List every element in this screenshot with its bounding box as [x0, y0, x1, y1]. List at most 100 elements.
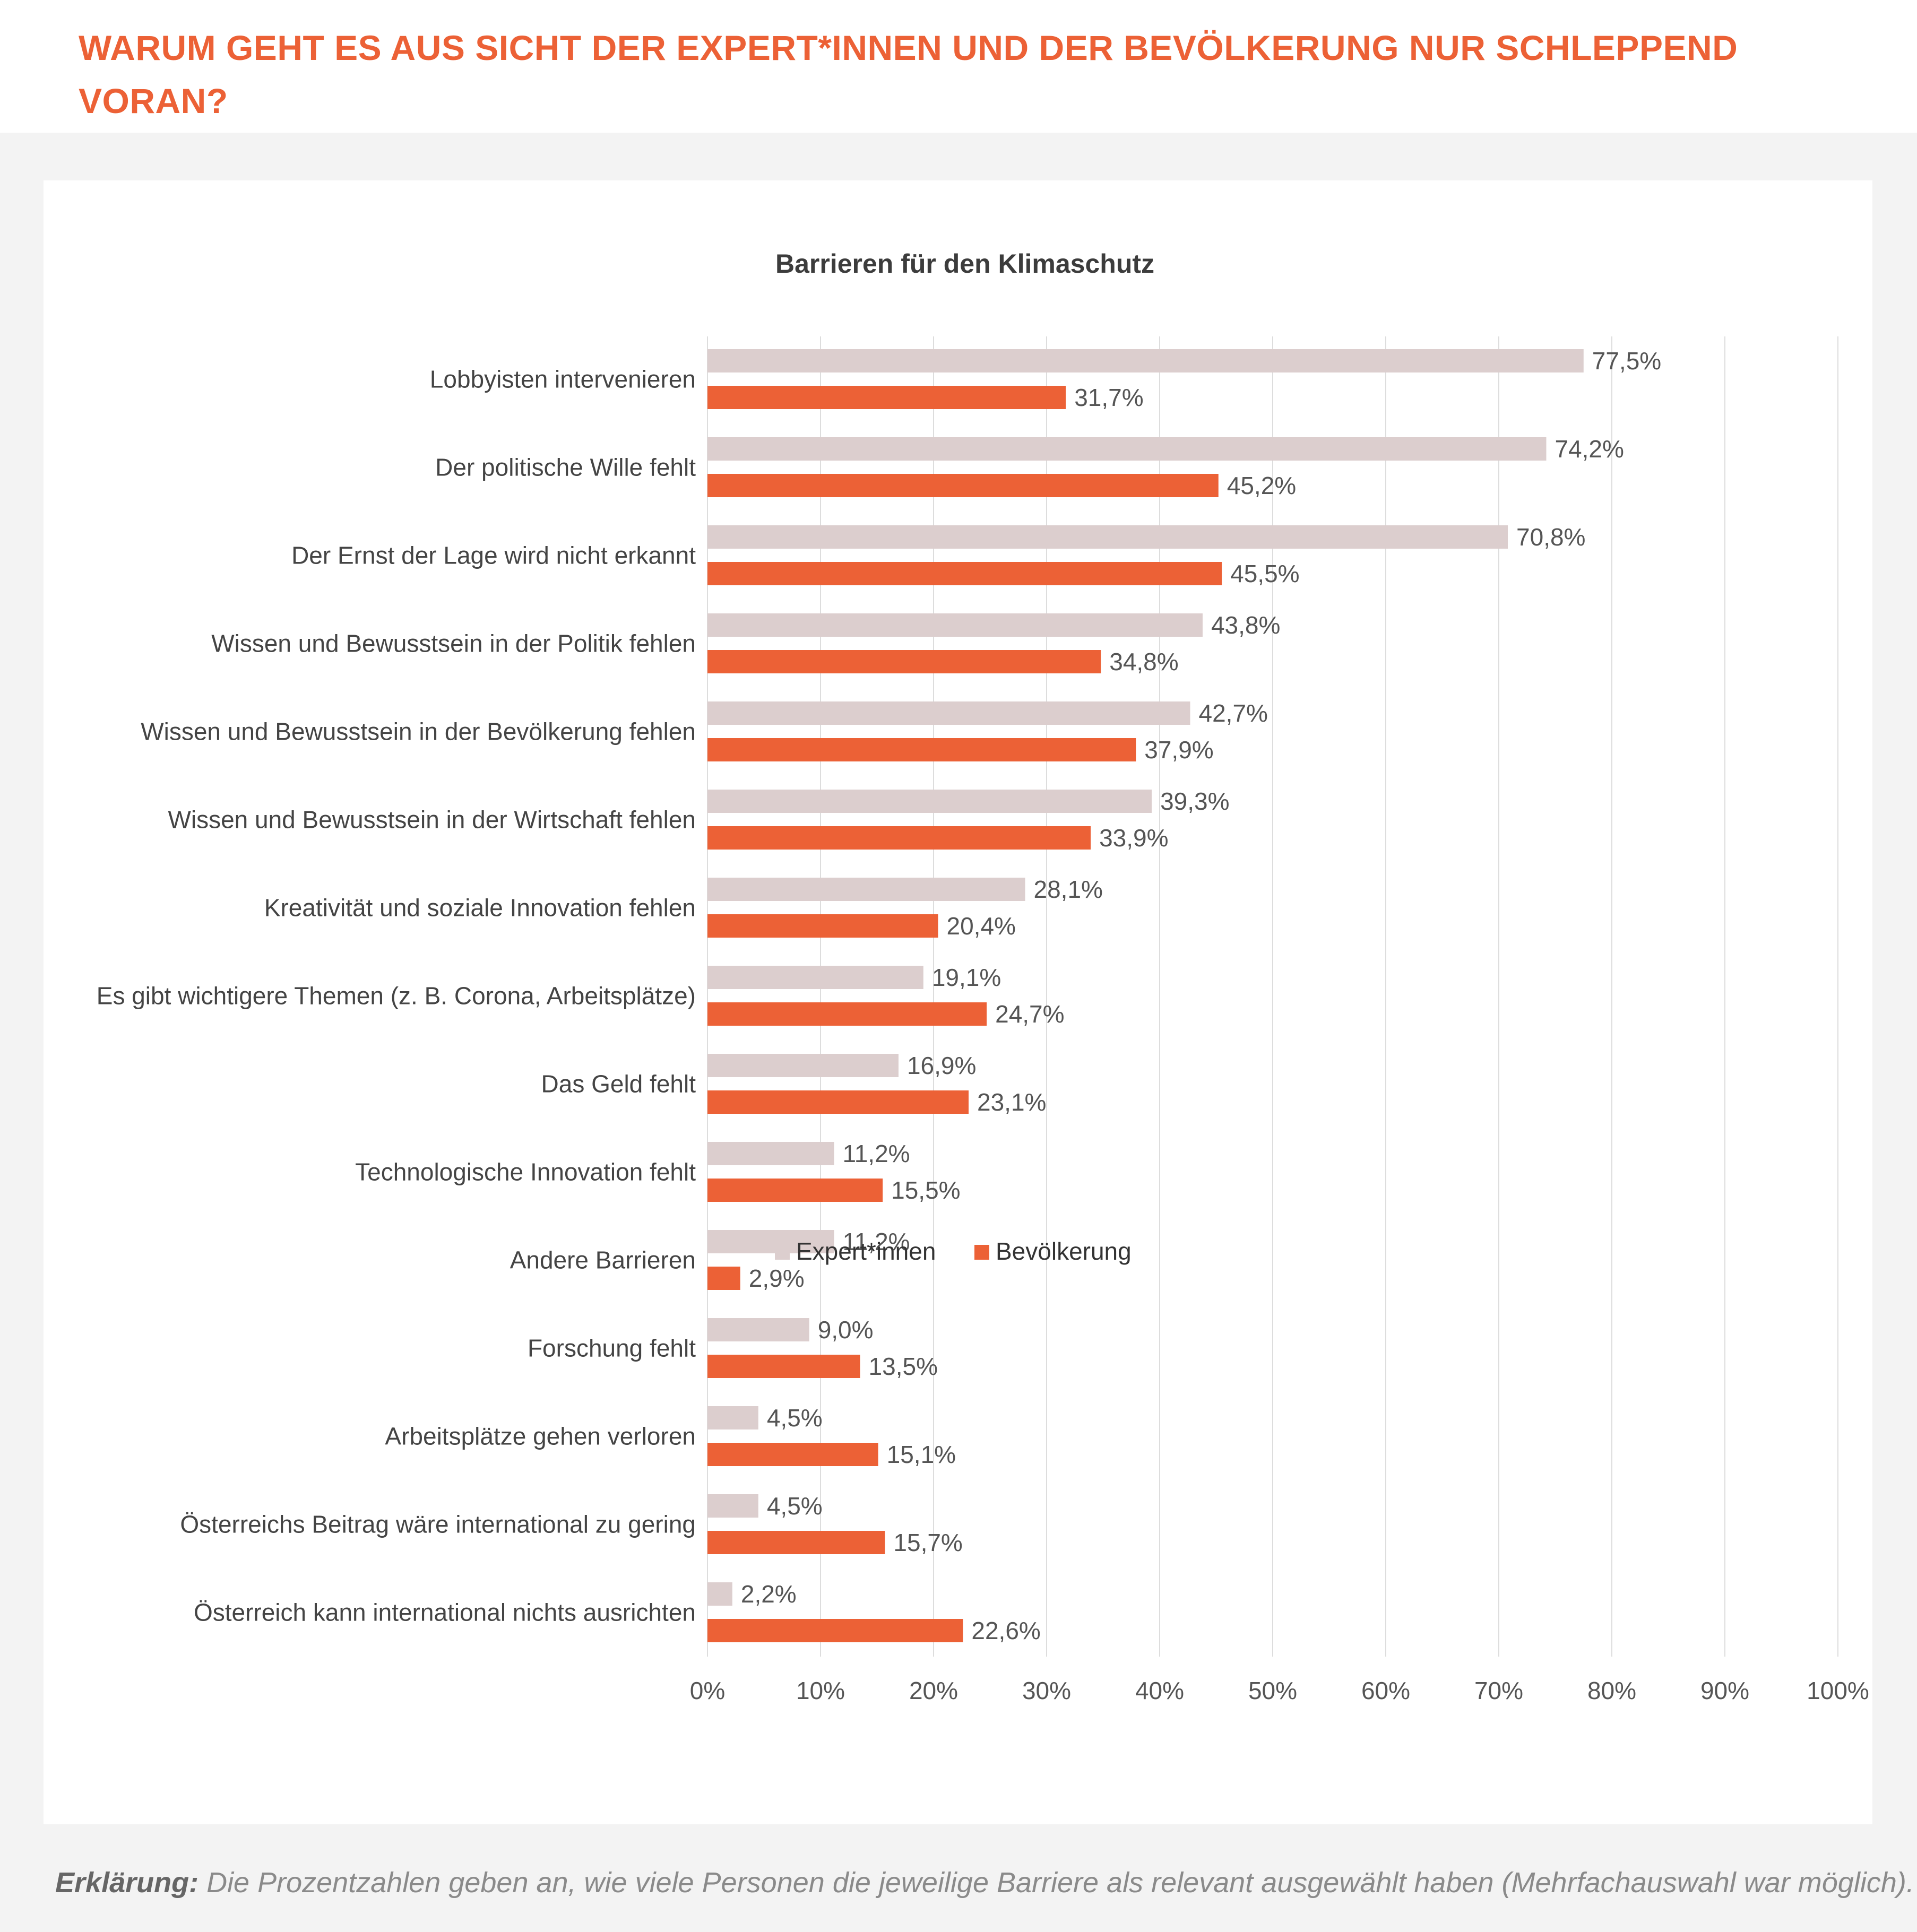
legend-swatch-population	[974, 1245, 989, 1260]
bar	[707, 790, 1152, 813]
bar	[707, 1619, 963, 1642]
bar	[707, 525, 1508, 549]
bar	[707, 1318, 809, 1341]
category-label: Forschung fehlt	[528, 1335, 696, 1362]
data-label: 28,1%	[1034, 876, 1103, 903]
data-label: 15,7%	[893, 1529, 962, 1556]
bar	[707, 1090, 969, 1114]
x-tick-label: 50%	[1248, 1677, 1297, 1704]
bar	[707, 1267, 740, 1290]
bar	[707, 474, 1219, 497]
bar	[707, 349, 1584, 372]
category-labels: Lobbyisten intervenieren Der politische W…	[97, 366, 696, 1626]
category-label: Der Ernst der Lage wird nicht erkannt	[291, 542, 696, 569]
bar	[707, 1443, 878, 1466]
footnote-lead: Erklärung:	[55, 1867, 199, 1899]
data-label: 15,1%	[887, 1441, 956, 1468]
legend: Expert*innen Bevölkerung	[775, 1237, 1132, 1265]
category-label: Das Geld fehlt	[541, 1070, 696, 1098]
data-label: 20,4%	[947, 912, 1016, 940]
bar	[707, 613, 1203, 637]
x-tick-label: 80%	[1587, 1677, 1636, 1704]
footnote: Erklärung: Die Prozentzahlen geben an, w…	[55, 1861, 1914, 1904]
category-label: Der politische Wille fehlt	[435, 454, 696, 481]
data-label: 13,5%	[869, 1353, 938, 1380]
bar	[707, 1406, 758, 1429]
bar	[707, 562, 1222, 585]
x-tick-label: 0%	[690, 1677, 725, 1704]
bar	[707, 1582, 732, 1606]
category-label: Lobbyisten intervenieren	[430, 366, 696, 393]
bar	[707, 1230, 834, 1253]
category-label: Wissen und Bewusstsein in der Wirtschaft…	[168, 806, 696, 834]
chart-title: Barrieren für den Klimaschutz	[775, 249, 1154, 279]
bar	[707, 826, 1091, 850]
legend-swatch-expert	[775, 1245, 790, 1260]
data-label: 45,5%	[1230, 560, 1299, 587]
category-label: Technologische Innovation fehlt	[355, 1158, 696, 1186]
x-tick-label: 40%	[1135, 1677, 1184, 1704]
bar	[707, 1531, 885, 1554]
bar	[707, 1494, 758, 1518]
data-label: 74,2%	[1555, 435, 1624, 463]
bar	[707, 738, 1136, 761]
data-label: 15,5%	[891, 1176, 960, 1204]
chart-panel: Barrieren für den Klimaschutz 77,5% 31,7%…	[44, 180, 1872, 1824]
bar	[707, 437, 1547, 461]
bar	[707, 966, 923, 989]
bar	[707, 386, 1066, 409]
x-tick-label: 20%	[909, 1677, 958, 1704]
data-label: 22,6%	[971, 1617, 1040, 1644]
bar-chart: Barrieren für den Klimaschutz 77,5% 31,7%…	[97, 249, 1869, 1704]
x-tick-labels: 0% 10% 20% 30% 40% 50% 60% 70% 80% 90% 100%	[690, 1677, 1869, 1704]
data-label: 11,2%	[843, 1140, 910, 1167]
data-label: 43,8%	[1211, 611, 1280, 639]
gridlines	[707, 336, 1838, 1657]
x-tick-label: 100%	[1807, 1677, 1869, 1704]
category-label: Wissen und Bewusstsein in der Politik fe…	[211, 630, 696, 657]
bar	[707, 1355, 860, 1378]
bar	[707, 701, 1190, 725]
data-label: 23,1%	[977, 1088, 1046, 1116]
data-label: 42,7%	[1199, 699, 1268, 727]
category-label: Kreativität und soziale Innovation fehle…	[264, 894, 696, 922]
category-label: Österreich kann international nichts aus…	[194, 1599, 696, 1626]
category-label: Wissen und Bewusstsein in der Bevölkerun…	[141, 718, 696, 746]
data-label: 4,5%	[767, 1404, 823, 1432]
bar	[707, 1142, 834, 1165]
page-headline: WARUM GEHT ES AUS SICHT DER EXPERT*INNEN…	[79, 28, 1738, 120]
data-label: 77,5%	[1592, 347, 1661, 375]
bar	[707, 1179, 883, 1202]
legend-label-population: Bevölkerung	[996, 1237, 1132, 1265]
footnote-text: Die Prozentzahlen geben an, wie viele Pe…	[198, 1867, 1914, 1899]
category-label: Österreichs Beitrag wäre international z…	[180, 1511, 696, 1538]
data-label: 11,2%	[843, 1228, 910, 1255]
bars: 77,5% 31,7% 74,2% 45,2% 70,8% 45,5% 43,8% 34,8%…	[707, 347, 1661, 1644]
data-label: 4,5%	[767, 1492, 823, 1520]
data-label: 2,2%	[741, 1580, 797, 1608]
data-label: 34,8%	[1109, 648, 1178, 675]
x-tick-label: 30%	[1022, 1677, 1071, 1704]
data-label: 39,3%	[1160, 787, 1229, 815]
data-label: 16,9%	[907, 1052, 976, 1079]
category-label: Arbeitsplätze gehen verloren	[385, 1423, 696, 1450]
data-label: 37,9%	[1144, 736, 1213, 764]
data-label: 9,0%	[818, 1316, 874, 1344]
data-label: 2,9%	[749, 1264, 805, 1292]
legend-label-expert: Expert*innen	[796, 1237, 936, 1265]
data-label: 19,1%	[932, 964, 1001, 991]
x-tick-label: 90%	[1700, 1677, 1749, 1704]
data-label: 31,7%	[1074, 384, 1143, 411]
x-tick-label: 70%	[1474, 1677, 1523, 1704]
x-tick-label: 10%	[796, 1677, 845, 1704]
data-label: 70,8%	[1516, 523, 1585, 551]
bar	[707, 1002, 987, 1026]
bar	[707, 878, 1025, 901]
data-label: 45,2%	[1227, 472, 1296, 499]
x-tick-label: 60%	[1361, 1677, 1410, 1704]
data-label: 24,7%	[995, 1000, 1064, 1028]
category-label: Es gibt wichtigere Themen (z. B. Corona,…	[97, 982, 696, 1010]
category-label: Andere Barrieren	[510, 1246, 696, 1274]
data-label: 33,9%	[1099, 824, 1168, 852]
bar	[707, 650, 1101, 673]
